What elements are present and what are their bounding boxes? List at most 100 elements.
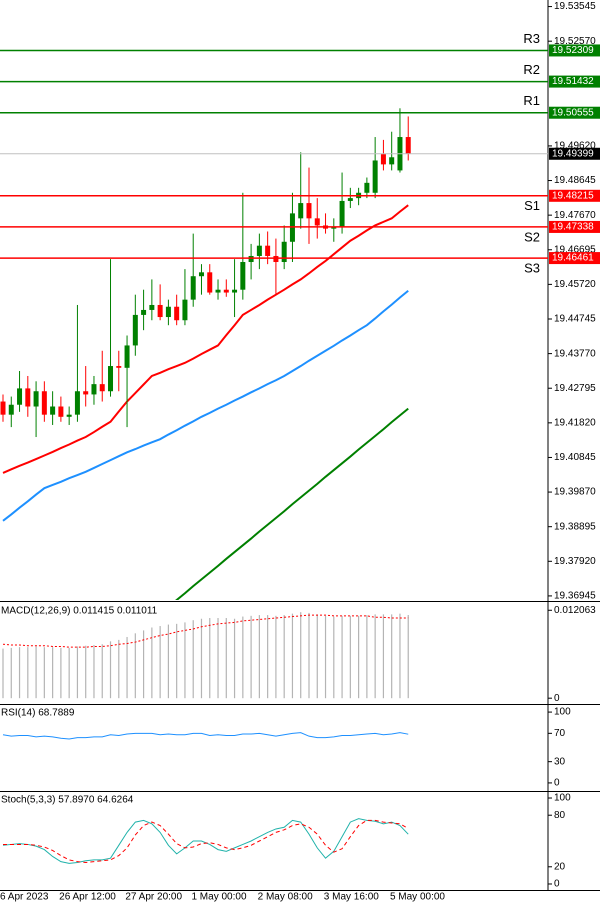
candle-body bbox=[124, 345, 130, 368]
y-tick-label: 19.47670 bbox=[554, 210, 596, 221]
y-tick-label: 0 bbox=[554, 879, 560, 890]
indicator-title: RSI(14) 68.7889 bbox=[1, 708, 75, 719]
indicator-line bbox=[2, 289, 409, 522]
indicator-line bbox=[2, 204, 409, 474]
candle-body bbox=[165, 306, 171, 318]
candle-body bbox=[157, 304, 163, 318]
y-tick-label: 19.42795 bbox=[554, 383, 596, 394]
x-tick-label: 2 May 08:00 bbox=[258, 892, 313, 903]
y-tick-label: 19.48645 bbox=[554, 175, 596, 186]
candle-body bbox=[50, 406, 56, 415]
candle-body bbox=[66, 414, 72, 417]
candle-body bbox=[141, 309, 147, 315]
candle-body bbox=[232, 289, 238, 293]
pivot-price-box bbox=[549, 189, 600, 202]
y-tick-label: 19.43770 bbox=[554, 348, 596, 359]
y-tick-label: 19.53545 bbox=[554, 1, 596, 12]
candle-body bbox=[190, 276, 196, 300]
y-tick-label: 19.44745 bbox=[554, 314, 596, 325]
y-tick-label: 80 bbox=[554, 810, 566, 821]
current-price-label: 19.49399 bbox=[552, 148, 594, 159]
candle-body bbox=[339, 200, 345, 227]
candle-body bbox=[17, 388, 23, 405]
candle-body bbox=[174, 306, 180, 321]
y-tick-label: 19.41820 bbox=[554, 417, 596, 428]
y-tick-label: 19.40845 bbox=[554, 452, 596, 463]
y-tick-label: 19.46695 bbox=[554, 244, 596, 255]
pivot-price-label: 19.52309 bbox=[552, 45, 594, 56]
pivot-price-box bbox=[549, 252, 600, 265]
y-tick-label: 0 bbox=[554, 693, 560, 704]
candle-body bbox=[132, 314, 138, 346]
pivot-level-name: R1 bbox=[523, 93, 540, 108]
indicator-title: MACD(12,26,9) 0.011415 0.011011 bbox=[1, 606, 158, 617]
candle-body bbox=[116, 366, 122, 368]
indicator-line bbox=[2, 732, 409, 740]
candle-body bbox=[347, 198, 353, 201]
pivot-level-name: R3 bbox=[523, 31, 540, 46]
candle-body bbox=[149, 304, 155, 310]
candle-body bbox=[314, 218, 320, 226]
candle-body bbox=[41, 391, 47, 415]
y-tick-label: 19.45720 bbox=[554, 279, 596, 290]
candle-body bbox=[58, 406, 64, 417]
candle-body bbox=[223, 289, 229, 293]
y-tick-label: 19.39870 bbox=[554, 487, 596, 498]
candle-body bbox=[306, 203, 312, 219]
pivot-price-box bbox=[549, 75, 600, 88]
y-tick-label: 0.012063 bbox=[554, 605, 596, 616]
pivot-level-name: S3 bbox=[524, 261, 540, 276]
pivot-price-label: 19.51432 bbox=[552, 76, 594, 87]
candle-body bbox=[108, 366, 114, 392]
candle-body bbox=[281, 241, 287, 263]
candle-body bbox=[273, 255, 279, 263]
pivot-price-box bbox=[549, 220, 600, 233]
pivot-level-name: S1 bbox=[524, 198, 540, 213]
pivot-level-name: R2 bbox=[523, 62, 540, 77]
candle-body bbox=[389, 157, 395, 165]
y-tick-label: 19.49620 bbox=[554, 141, 596, 152]
x-tick-label: 3 May 16:00 bbox=[324, 892, 379, 903]
pivot-level-name: S2 bbox=[524, 229, 540, 244]
candle-body bbox=[405, 137, 411, 154]
y-tick-label: 70 bbox=[554, 728, 566, 739]
candle-body bbox=[198, 272, 204, 277]
candle-body bbox=[182, 299, 188, 321]
candle-body bbox=[240, 262, 246, 290]
candle-body bbox=[372, 160, 378, 193]
indicator-title: Stoch(5,3,3) 57.8970 64.6264 bbox=[1, 795, 134, 806]
candle-body bbox=[215, 289, 221, 293]
indicator-line bbox=[175, 407, 409, 600]
candle-body bbox=[298, 203, 304, 219]
candle-body bbox=[380, 154, 386, 165]
candle-body bbox=[74, 391, 80, 415]
x-tick-label: 5 May 00:00 bbox=[390, 892, 445, 903]
candle-body bbox=[91, 384, 97, 395]
candle-body bbox=[207, 272, 213, 293]
y-tick-label: 30 bbox=[554, 756, 566, 767]
y-tick-label: 19.52570 bbox=[554, 36, 596, 47]
candle-body bbox=[83, 391, 89, 395]
x-tick-label: 6 Apr 2023 bbox=[0, 892, 49, 903]
pivot-price-label: 19.46461 bbox=[552, 253, 594, 264]
y-tick-label: 19.37920 bbox=[554, 556, 596, 567]
candle-body bbox=[25, 388, 31, 407]
y-tick-label: 100 bbox=[554, 793, 571, 804]
candle-body bbox=[99, 384, 105, 392]
pivot-price-label: 19.48215 bbox=[552, 190, 594, 201]
y-tick-label: 20 bbox=[554, 861, 566, 872]
candle-body bbox=[33, 391, 39, 407]
pivot-price-box bbox=[549, 106, 600, 119]
candle-body bbox=[265, 245, 271, 256]
pivot-price-box bbox=[549, 44, 600, 57]
current-price-box bbox=[549, 147, 600, 160]
pivot-price-label: 19.50555 bbox=[552, 107, 594, 118]
pivot-price-label: 19.47338 bbox=[552, 222, 594, 233]
y-tick-label: 100 bbox=[554, 707, 571, 718]
candle-body bbox=[256, 245, 262, 256]
x-tick-label: 1 May 00:00 bbox=[191, 892, 246, 903]
indicator-line bbox=[2, 614, 409, 648]
x-tick-label: 27 Apr 20:00 bbox=[125, 892, 182, 903]
